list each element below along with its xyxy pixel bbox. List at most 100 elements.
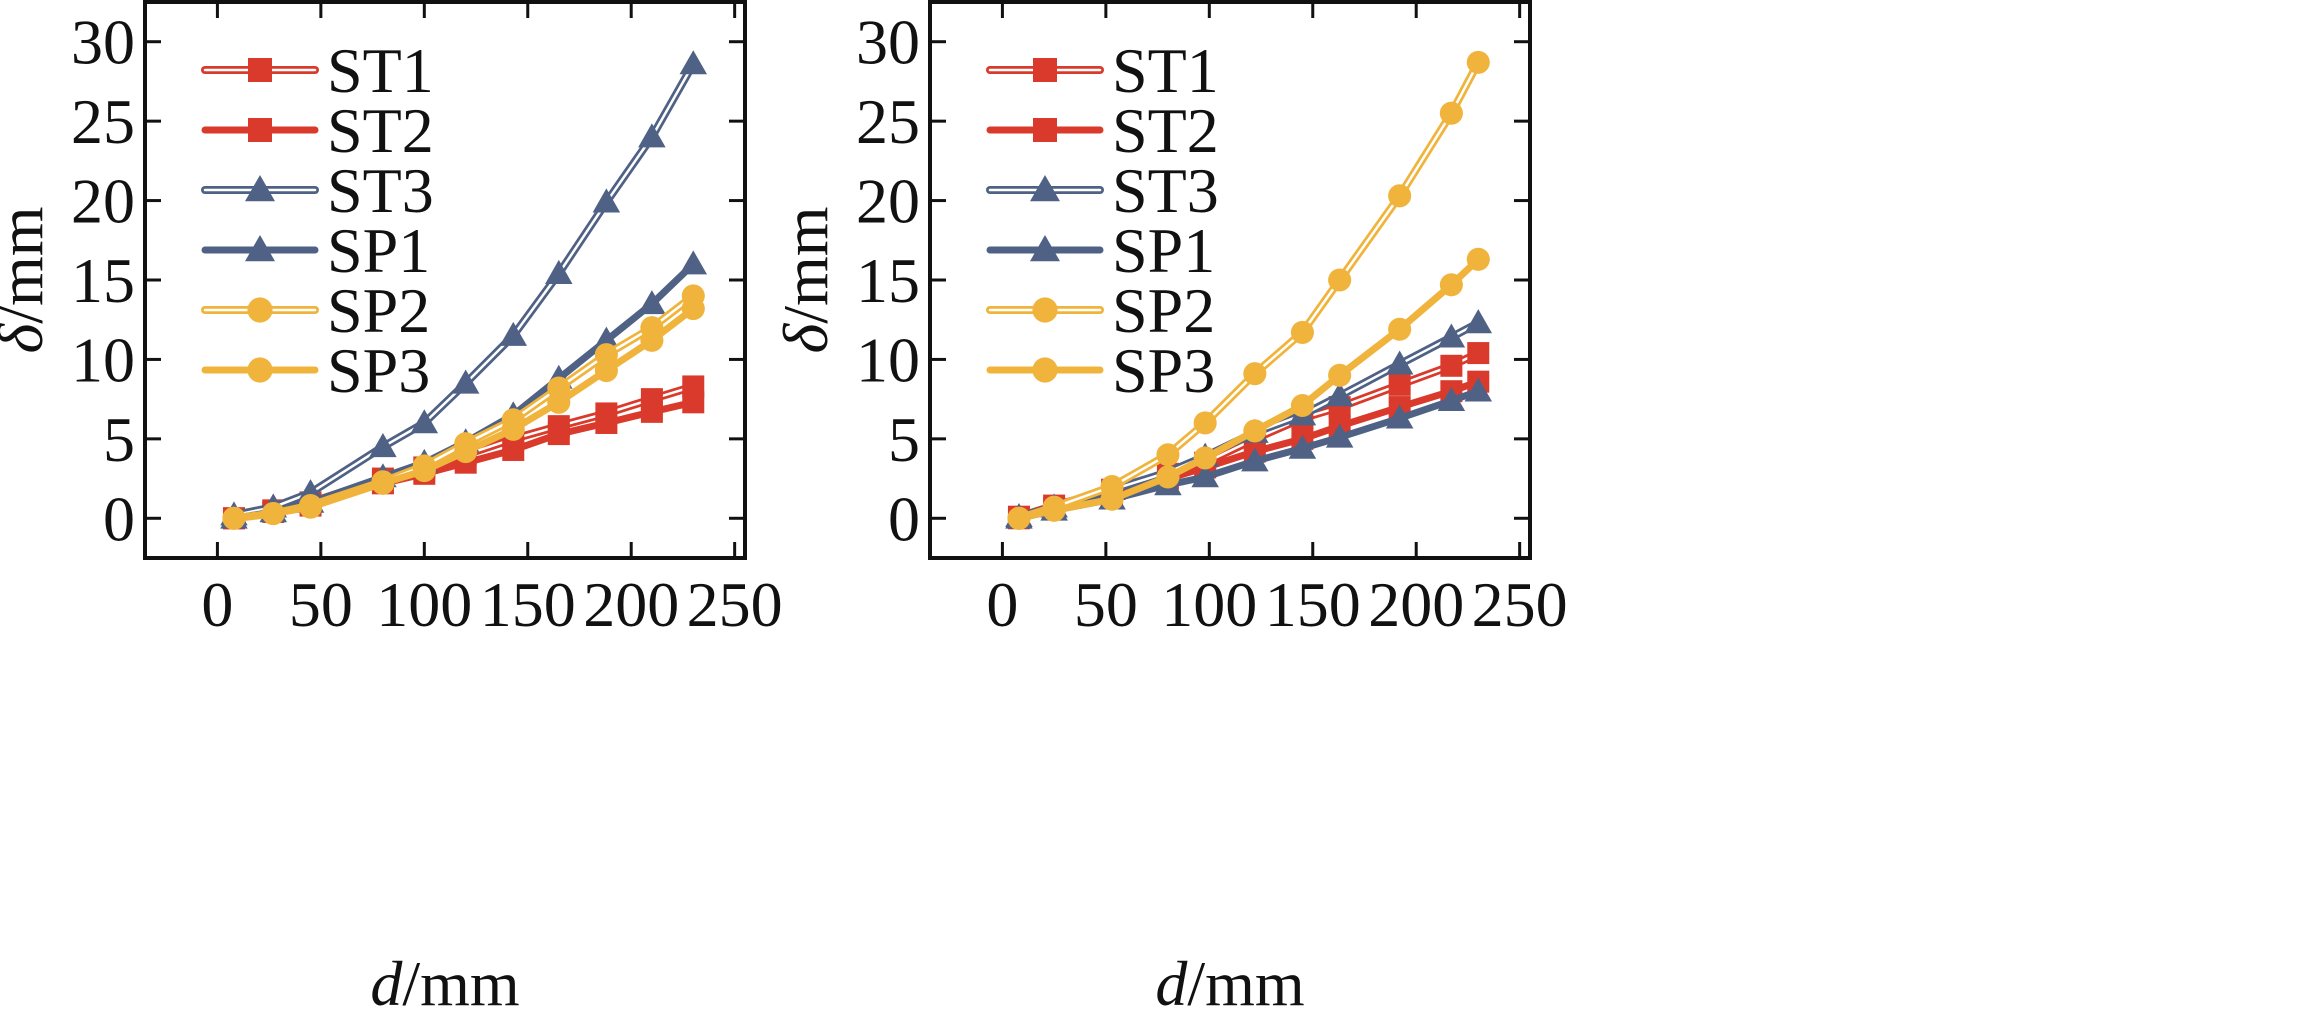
data-point bbox=[371, 471, 395, 495]
legend-marker bbox=[1033, 118, 1057, 142]
y-tick-label: 25 bbox=[856, 86, 920, 157]
y-tick-label: 30 bbox=[856, 7, 920, 78]
data-point bbox=[1288, 434, 1317, 459]
x-axis-label: d/mm bbox=[1155, 948, 1304, 1019]
y-tick-label: 20 bbox=[71, 166, 135, 237]
legend-item-SP1: SP1 bbox=[986, 215, 1215, 286]
legend-label: ST2 bbox=[327, 95, 434, 166]
data-point bbox=[1440, 354, 1463, 377]
legend-item-ST2: ST2 bbox=[201, 95, 434, 166]
x-tick-label: 200 bbox=[1368, 569, 1464, 640]
data-point bbox=[1328, 363, 1352, 387]
legend-item-SP2: SP2 bbox=[201, 275, 430, 346]
legend-marker bbox=[1030, 175, 1060, 202]
data-point bbox=[1290, 320, 1314, 344]
data-point bbox=[545, 259, 573, 284]
legend-label: ST3 bbox=[1112, 155, 1219, 226]
y-tick-label: 25 bbox=[71, 86, 135, 157]
data-point bbox=[679, 250, 708, 275]
data-point bbox=[1100, 487, 1124, 511]
data-point bbox=[1191, 463, 1219, 488]
x-tick-label: 50 bbox=[1074, 569, 1138, 640]
legend-label: SP3 bbox=[1112, 335, 1215, 406]
data-point bbox=[1466, 50, 1490, 74]
legend-label: ST2 bbox=[1112, 95, 1219, 166]
data-point bbox=[1467, 342, 1490, 365]
data-point bbox=[412, 459, 436, 483]
data-point bbox=[451, 369, 480, 394]
legend-item-ST3: ST3 bbox=[986, 155, 1219, 226]
data-point bbox=[1437, 323, 1466, 348]
data-point bbox=[1325, 382, 1354, 407]
legend-marker bbox=[248, 58, 272, 82]
x-axis-label-unit: /mm bbox=[402, 948, 519, 1019]
plot-frame bbox=[928, 0, 1532, 560]
legend-label: SP2 bbox=[327, 275, 430, 346]
y-tick-label: 15 bbox=[856, 245, 920, 316]
y-tick-label: 30 bbox=[71, 7, 135, 78]
y-axis-label: δ/mm bbox=[0, 206, 56, 353]
y-axis-label-var: δ bbox=[770, 323, 841, 354]
legend-marker bbox=[247, 357, 273, 383]
legend-label: SP2 bbox=[1112, 275, 1215, 346]
data-point bbox=[499, 321, 528, 346]
y-tick-label: 20 bbox=[856, 166, 920, 237]
data-point bbox=[1243, 362, 1267, 386]
y-tick-label: 0 bbox=[103, 483, 135, 554]
legend-marker bbox=[1030, 235, 1060, 262]
data-point bbox=[592, 326, 621, 351]
data-point bbox=[1042, 498, 1066, 522]
x-axis-label-unit: /mm bbox=[1187, 948, 1304, 1019]
y-tick-label: 15 bbox=[71, 245, 135, 316]
data-point bbox=[1388, 184, 1412, 208]
data-point bbox=[547, 390, 571, 414]
x-tick-label: 0 bbox=[986, 569, 1018, 640]
y-tick-label: 0 bbox=[888, 483, 920, 554]
data-point bbox=[1007, 506, 1031, 530]
legend-label: ST1 bbox=[327, 35, 434, 106]
data-point bbox=[638, 123, 666, 148]
series-ST3 bbox=[1005, 309, 1493, 528]
data-point bbox=[1193, 446, 1217, 470]
data-point bbox=[594, 343, 618, 367]
data-point bbox=[681, 297, 705, 321]
data-point bbox=[1439, 101, 1463, 125]
data-point bbox=[594, 358, 618, 383]
legend-label: SP1 bbox=[1112, 215, 1215, 286]
data-point bbox=[1290, 393, 1314, 418]
y-axis-label: δ/mm bbox=[770, 206, 841, 353]
y-tick-label: 5 bbox=[103, 404, 135, 475]
data-point bbox=[1385, 350, 1414, 375]
data-point bbox=[547, 423, 570, 446]
data-point bbox=[454, 440, 478, 464]
data-point bbox=[410, 409, 439, 434]
data-point bbox=[1156, 465, 1180, 489]
legend-label: SP3 bbox=[327, 335, 430, 406]
legend-label: ST1 bbox=[1112, 35, 1219, 106]
data-point bbox=[1388, 317, 1412, 341]
y-tick-label: 5 bbox=[888, 404, 920, 475]
data-point bbox=[1466, 247, 1490, 271]
data-point bbox=[640, 400, 663, 423]
plot-frame bbox=[143, 0, 747, 560]
data-point bbox=[1464, 377, 1493, 402]
data-point bbox=[1241, 447, 1269, 472]
legend-marker bbox=[248, 118, 272, 142]
series-line-inner bbox=[1017, 321, 1480, 518]
legend-item-ST3: ST3 bbox=[201, 155, 434, 226]
x-tick-label: 100 bbox=[1161, 569, 1257, 640]
x-tick-label: 150 bbox=[480, 569, 576, 640]
x-axis-label: d/mm bbox=[370, 948, 519, 1019]
legend-marker bbox=[1032, 357, 1058, 383]
x-tick-label: 0 bbox=[201, 569, 233, 640]
x-tick-label: 100 bbox=[376, 569, 472, 640]
series-SP3 bbox=[222, 297, 705, 530]
legend-item-SP3: SP3 bbox=[986, 335, 1215, 406]
legend-marker bbox=[1032, 297, 1058, 323]
data-point bbox=[638, 290, 666, 315]
data-point bbox=[1156, 443, 1180, 467]
chart-panel-1: 050100150200250051015202530d/mmδ/mmST1ST… bbox=[0, 0, 783, 1019]
x-tick-label: 50 bbox=[289, 569, 353, 640]
